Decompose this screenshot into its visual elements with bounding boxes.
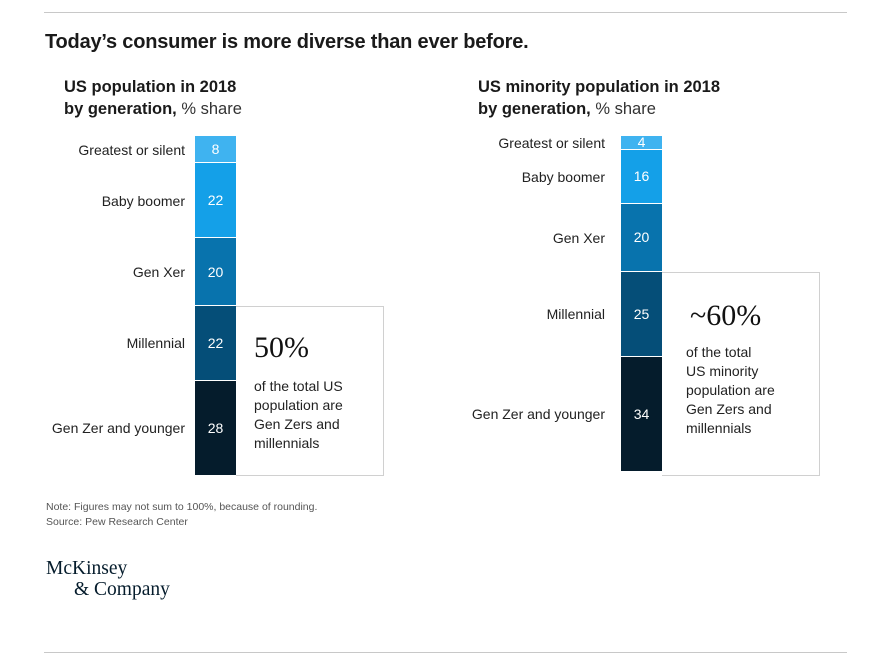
category-label-greatest-or-silent: Greatest or silent [78, 141, 185, 158]
bar-segment-gen-xer: 20 [621, 203, 662, 272]
bar-segment-baby-boomer: 22 [195, 163, 236, 238]
bar-segment-baby-boomer: 16 [621, 149, 662, 204]
chart1-callout-line: population are [254, 397, 343, 413]
chart2-callout-line: Gen Zers and [686, 401, 772, 417]
chart1-unit: % share [181, 100, 242, 118]
category-label-gen-xer: Gen Xer [552, 229, 605, 246]
chart2-callout-text: of the total US minority population are … [686, 343, 775, 438]
bar-segment-greatest-or-silent: 4 [621, 134, 662, 150]
chart1-callout-line: Gen Zers and [254, 416, 340, 432]
bar-segment-gen-zer: 34 [621, 356, 662, 472]
chart2-title-line1: US minority population in 2018 [478, 78, 721, 96]
chart1-callout-line: millennials [254, 435, 320, 451]
bar-segment-gen-zer: 28 [195, 380, 236, 476]
chart2-unit: % share [595, 100, 656, 118]
chart1-title-line2: by generation, [64, 100, 177, 118]
category-label-gen-zer: Gen Zer and younger [471, 406, 605, 423]
logo-line1: McKinsey [46, 558, 128, 579]
chart1-callout-value: 50% [254, 331, 309, 364]
footnote: Note: Figures may not sum to 100%, becau… [46, 500, 317, 529]
page-title: Today’s consumer is more diverse than ev… [45, 31, 529, 53]
chart2-callout-line: population are [686, 382, 775, 398]
chart1-callout-line: of the total US [254, 378, 343, 394]
category-label-greatest-or-silent: Greatest or silent [498, 134, 605, 151]
bar-segment-gen-xer: 20 [195, 238, 236, 306]
category-label-gen-zer: Gen Zer and younger [51, 420, 185, 437]
chart1-callout: 50% of the total US population are Gen Z… [236, 306, 384, 476]
category-label-baby-boomer: Baby boomer [521, 168, 605, 185]
chart1-callout-text: of the total US population are Gen Zers … [254, 377, 343, 453]
chart2-callout-line: of the total [686, 344, 752, 360]
top-rule [44, 12, 847, 13]
category-label-baby-boomer: Baby boomer [101, 192, 185, 209]
bottom-rule [44, 652, 847, 653]
chart2-callout-value: ~60% [690, 299, 762, 332]
chart2-callout-line: millennials [686, 420, 752, 436]
chart2-title-line2: by generation, [478, 100, 591, 118]
note-text: Note: Figures may not sum to 100%, becau… [46, 501, 318, 513]
category-label-millennial: Millennial [546, 306, 605, 323]
chart1-heading: US population in 2018 by generation, % s… [64, 76, 242, 120]
bar-segment-greatest-or-silent: 8 [195, 136, 236, 164]
chart2-callout-line: US minority [686, 363, 759, 379]
chart2-heading: US minority population in 2018 by genera… [478, 76, 720, 120]
logo-line2: & Company [74, 579, 170, 600]
bar-segment-millennial: 22 [195, 306, 236, 381]
mckinsey-logo: McKinsey & Company [46, 558, 170, 600]
category-label-millennial: Millennial [126, 335, 185, 352]
category-label-gen-xer: Gen Xer [132, 264, 185, 280]
chart2-callout: ~60% of the total US minority population… [662, 272, 820, 476]
chart1-title-line1: US population in 2018 [64, 78, 237, 96]
bar-segment-millennial: 25 [621, 271, 662, 357]
source-text: Source: Pew Research Center [46, 515, 188, 528]
